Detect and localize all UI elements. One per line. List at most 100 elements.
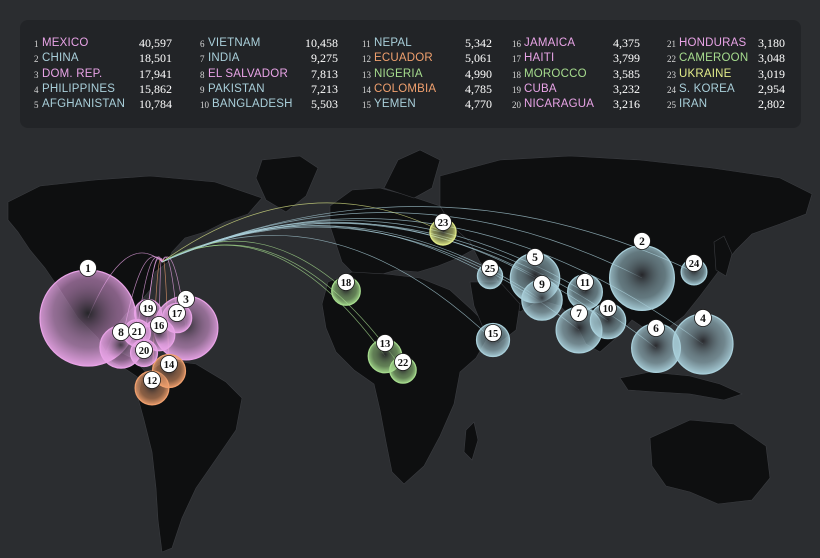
legend-item: 23 UKRAINE 3,019 [667,67,785,82]
rank-marker-dot [599,299,617,317]
legend-rank: 15 [362,100,371,111]
rank-marker-dot [633,232,651,250]
legend-item: 18 MOROCCO 3,585 [512,67,640,82]
legend-rank: 5 [34,100,39,111]
rank-marker: 4 [694,309,712,327]
australia-shape [649,419,771,505]
scandinavia-shape [383,149,441,199]
legend-country: MOROCCO [524,67,587,80]
rank-marker-dot [160,355,178,373]
legend-country: UKRAINE [679,67,732,80]
bubble-circle [608,245,675,312]
rank-marker-label: 12 [147,376,158,387]
legend-rank: 18 [512,69,521,80]
rank-marker: 21 [128,322,146,340]
rank-marker-dot [143,371,161,389]
legend-rank: 2 [34,54,39,65]
legend-country: AFGHANISTAN [42,98,126,111]
legend-item: 8 EL SALVADOR 7,813 [200,67,338,82]
rank-marker-label: 13 [380,339,391,350]
rank-marker: 8 [112,323,130,341]
legend-country: S. KOREA [679,82,735,95]
rank-marker-label: 8 [118,327,124,339]
rank-marker-label: 25 [485,264,496,275]
legend-rank: 13 [362,69,371,80]
legend-rank: 21 [667,39,676,49]
rank-marker-dot [694,309,712,327]
legend-panel: 1 MEXICO 40,597 2 CHINA 18,501 3 DOM. REP. 17,94… [20,20,801,128]
rank-marker-dot [139,299,157,317]
legend-rank: 7 [200,54,205,65]
legend-value: 3,799 [613,51,640,66]
rank-marker-label: 1 [85,263,91,275]
legend-item: 20 NICARAGUA 3,216 [512,97,640,112]
legend-country: HONDURAS [679,37,747,49]
rank-marker-label: 19 [143,304,154,315]
rank-marker-label: 20 [139,346,150,357]
legend-value: 18,501 [139,51,172,66]
legend-value: 5,503 [311,97,338,112]
rank-marker-label: 4 [700,313,706,325]
legend-country: PAKISTAN [208,82,265,95]
legend-value: 2,954 [758,81,785,96]
rank-marker-label: 16 [154,321,165,332]
rank-marker-label: 7 [576,308,582,320]
legend-value: 9,275 [311,51,338,66]
legend-value: 3,019 [758,66,785,81]
rank-marker-label: 22 [398,358,409,369]
legend-rank: 3 [34,69,39,80]
legend-rank: 25 [667,100,676,111]
rank-marker-label: 24 [689,259,700,270]
legend-value: 10,458 [305,36,338,50]
legend-country: VIETNAM [208,37,261,49]
legend-rank: 10 [200,100,209,111]
legend-country: PHILIPPINES [42,82,116,95]
legend-value: 7,213 [311,81,338,96]
legend-country: YEMEN [374,98,416,111]
legend-value: 4,785 [465,81,492,96]
rank-marker-dot [533,275,551,293]
rank-marker-dot [570,304,588,322]
rank-marker-label: 15 [488,329,499,340]
rank-marker: 12 [143,371,161,389]
rank-marker-dot [685,254,703,272]
rank-marker-label: 23 [438,218,449,229]
legend-rank: 11 [362,39,371,49]
legend-country: DOM. REP. [42,67,103,80]
rank-marker-label: 17 [172,309,183,320]
rank-marker: 3 [177,290,195,308]
rank-marker-dot [576,273,594,291]
legend-country: NIGERIA [374,67,423,80]
rank-marker: 1 [79,259,97,277]
legend-rank: 4 [34,84,39,95]
legend-country: NICARAGUA [524,98,595,111]
rank-marker-dot [481,259,499,277]
legend-country: BANGLADESH [212,98,293,111]
arc-yemen [161,234,494,341]
legend-rank: 16 [512,39,521,49]
legend-rank: 12 [362,54,371,65]
legend-country: CHINA [42,52,79,65]
legend-country: ECUADOR [374,52,433,65]
legend-rank: 8 [200,69,205,80]
rank-marker-dot [394,353,412,371]
arc-iran [161,225,491,277]
legend-value: 7,813 [311,66,338,81]
japan-shape [713,235,733,277]
legend-country: COLOMBIA [374,82,437,95]
legend-value: 5,342 [465,36,492,50]
rank-marker: 16 [150,316,168,334]
legend-item: 14 COLOMBIA 4,785 [362,82,492,97]
rank-marker-label: 6 [653,323,659,335]
legend-value: 4,375 [613,36,640,50]
legend-item: 19 CUBA 3,232 [512,82,640,97]
legend-value: 3,048 [758,51,785,66]
legend-value: 4,770 [465,97,492,112]
legend-value: 3,180 [758,36,785,50]
legend-rank: 24 [667,84,676,95]
legend-item: 9 PAKISTAN 7,213 [200,82,338,97]
legend-item: 11 NEPAL 5,342 [362,36,492,51]
rank-marker-label: 21 [132,327,143,338]
bubble-china [608,245,675,312]
